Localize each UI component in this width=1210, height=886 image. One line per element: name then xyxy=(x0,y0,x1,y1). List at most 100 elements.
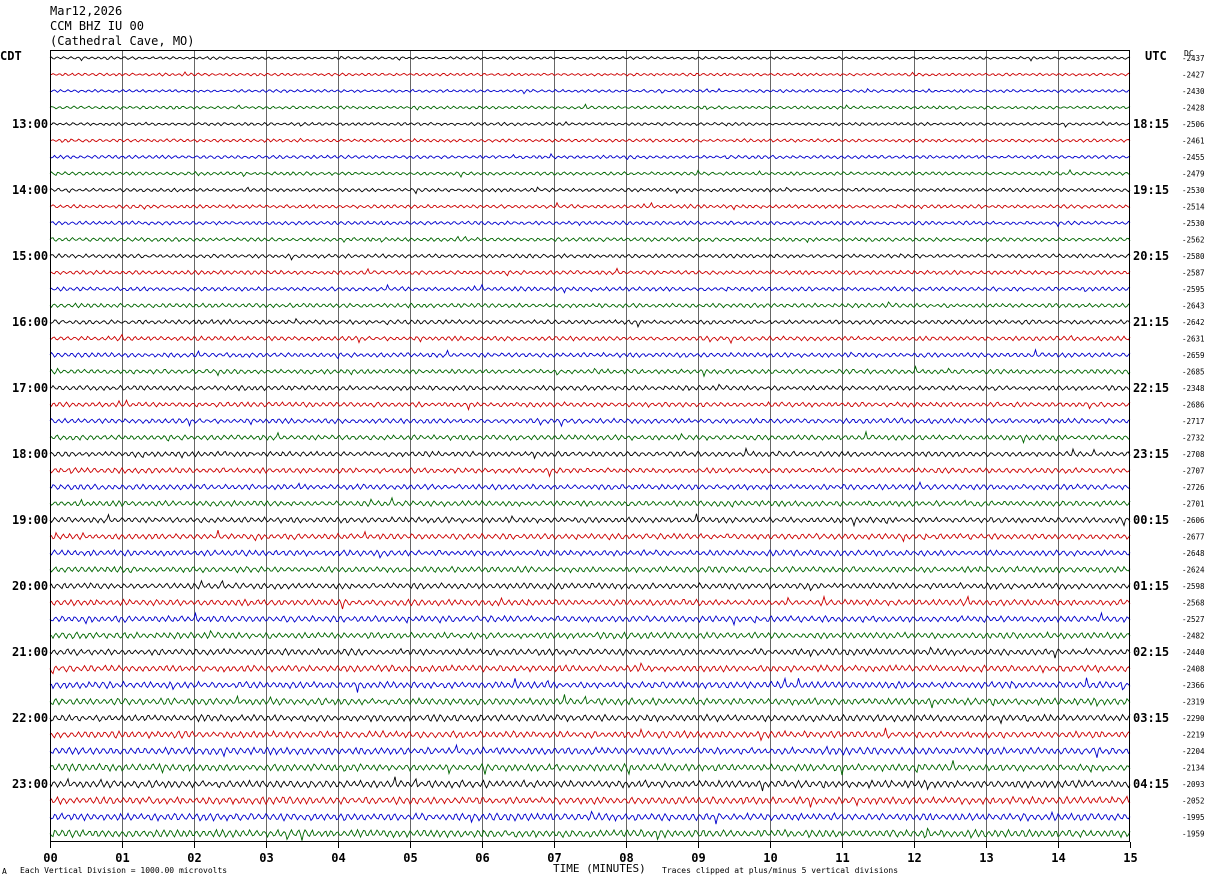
x-tick-label: 07 xyxy=(547,851,561,865)
dc-value: -2642 xyxy=(1182,318,1205,327)
trace-line xyxy=(49,611,1131,627)
dc-value: -2408 xyxy=(1182,665,1205,674)
dc-value: -2427 xyxy=(1182,71,1205,80)
dc-value: -2606 xyxy=(1182,516,1205,525)
trace-line xyxy=(49,383,1131,392)
right-hour-label: 04:15 xyxy=(1133,777,1169,791)
dc-value: -2732 xyxy=(1182,434,1205,443)
right-hour-label: 02:15 xyxy=(1133,645,1169,659)
left-hour-label: 17:00 xyxy=(12,381,48,395)
header-location: (Cathedral Cave, MO) xyxy=(50,34,195,48)
right-hour-label: 03:15 xyxy=(1133,711,1169,725)
dc-value: -2219 xyxy=(1182,731,1205,740)
corner-mark: A xyxy=(2,867,7,876)
left-hour-label: 23:00 xyxy=(12,777,48,791)
right-hour-label: 19:15 xyxy=(1133,183,1169,197)
clip-note: Traces clipped at plus/minus 5 vertical … xyxy=(662,866,899,875)
trace-line xyxy=(49,629,1131,640)
x-tick-label: 08 xyxy=(619,851,633,865)
dc-value: -2631 xyxy=(1182,335,1205,344)
left-hour-label: 22:00 xyxy=(12,711,48,725)
trace-line xyxy=(49,103,1131,111)
x-tick-label: 06 xyxy=(475,851,489,865)
dc-value: -2717 xyxy=(1182,417,1205,426)
dc-value: -2093 xyxy=(1182,780,1205,789)
right-hour-label: 21:15 xyxy=(1133,315,1169,329)
dc-value: -2440 xyxy=(1182,648,1205,657)
trace-line xyxy=(49,549,1131,559)
trace-line xyxy=(49,481,1131,491)
dc-value: -2455 xyxy=(1182,153,1205,162)
x-tick-label: 14 xyxy=(1051,851,1065,865)
trace-line xyxy=(49,152,1131,160)
dc-value: -2677 xyxy=(1182,533,1205,542)
header-date: Mar12,2026 xyxy=(50,4,123,18)
trace-line xyxy=(49,694,1131,709)
dc-value: -2514 xyxy=(1182,203,1205,212)
right-time-labels: 18:15 19:15 20:15 21:15 22:15 23:15 00:15 01:15… xyxy=(1133,117,1169,791)
trace-line xyxy=(49,55,1131,62)
x-axis-ticks: 00 01 02 03 04 05 06 07 08 09 10 11 12 13 14 15 xyxy=(43,842,1138,865)
dc-offset-values: -2437 -2427 -2430 -2428 -2506 -2461 -2455 -2479… xyxy=(1182,54,1205,839)
trace-line xyxy=(49,760,1131,776)
dc-value: -2701 xyxy=(1182,500,1205,509)
minute-grid xyxy=(122,50,1059,842)
x-tick-label: 13 xyxy=(979,851,993,865)
dc-value: -2428 xyxy=(1182,104,1205,113)
trace-line xyxy=(49,399,1131,412)
dc-value: -2134 xyxy=(1182,764,1205,773)
x-tick-label: 05 xyxy=(403,851,417,865)
right-hour-label: 22:15 xyxy=(1133,381,1169,395)
plot-frame xyxy=(50,50,1130,842)
left-hour-label: 15:00 xyxy=(12,249,48,263)
trace-line xyxy=(49,252,1131,261)
trace-line xyxy=(49,529,1131,543)
x-tick-label: 10 xyxy=(763,851,777,865)
left-timezone-label: CDT xyxy=(0,49,22,63)
dc-value: -2461 xyxy=(1182,137,1205,146)
dc-value: -2437 xyxy=(1182,54,1205,63)
right-timezone-label: UTC xyxy=(1145,49,1167,63)
trace-line xyxy=(49,646,1131,659)
dc-value: -1995 xyxy=(1182,813,1205,822)
dc-value: -2659 xyxy=(1182,351,1205,360)
left-hour-label: 14:00 xyxy=(12,183,48,197)
trace-line xyxy=(49,743,1131,758)
dc-value: -2204 xyxy=(1182,747,1205,756)
dc-value: -2430 xyxy=(1182,87,1205,96)
dc-value: -2052 xyxy=(1182,797,1205,806)
right-hour-label: 00:15 xyxy=(1133,513,1169,527)
trace-line xyxy=(49,661,1131,675)
dc-value: -2708 xyxy=(1182,450,1205,459)
dc-value: -2643 xyxy=(1182,302,1205,311)
trace-line xyxy=(49,201,1131,211)
dc-value: -2595 xyxy=(1182,285,1205,294)
trace-line xyxy=(49,220,1131,228)
trace-line xyxy=(49,317,1131,329)
trace-line xyxy=(49,579,1131,592)
trace-line xyxy=(49,827,1131,841)
dc-value: -2366 xyxy=(1182,681,1205,690)
trace-line xyxy=(49,446,1131,460)
left-hour-label: 19:00 xyxy=(12,513,48,527)
trace-line xyxy=(49,776,1131,792)
trace-line xyxy=(49,565,1131,574)
x-tick-label: 11 xyxy=(835,851,849,865)
trace-line xyxy=(49,496,1131,508)
trace-line xyxy=(49,513,1131,528)
dc-value: -2686 xyxy=(1182,401,1205,410)
x-tick-label: 09 xyxy=(691,851,705,865)
x-tick-label: 01 xyxy=(115,851,129,865)
trace-line xyxy=(49,283,1131,294)
dc-value: -2598 xyxy=(1182,582,1205,591)
x-tick-label: 02 xyxy=(187,851,201,865)
right-hour-label: 18:15 xyxy=(1133,117,1169,131)
dc-value: -2587 xyxy=(1182,269,1205,278)
dc-value: -2707 xyxy=(1182,467,1205,476)
dc-value: -2685 xyxy=(1182,368,1205,377)
dc-value: -2479 xyxy=(1182,170,1205,179)
left-hour-label: 21:00 xyxy=(12,645,48,659)
left-hour-label: 20:00 xyxy=(12,579,48,593)
trace-line xyxy=(49,333,1131,345)
